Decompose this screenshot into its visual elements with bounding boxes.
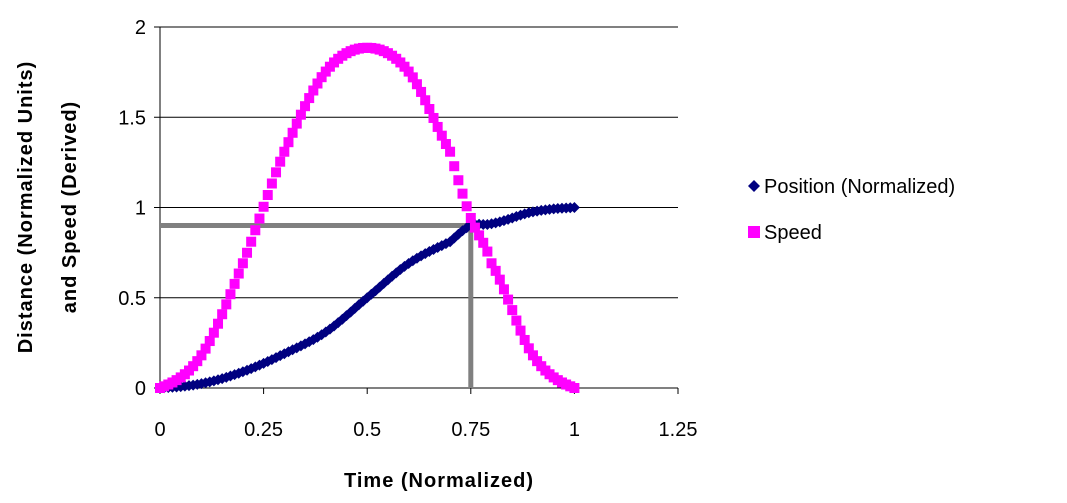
speed-marker: [200, 343, 211, 354]
speed-marker: [420, 95, 431, 106]
speed-marker: [208, 327, 219, 338]
speed-marker: [229, 278, 240, 289]
speed-marker: [490, 265, 501, 276]
speed-marker: [213, 318, 224, 329]
speed-marker: [196, 350, 207, 361]
speed-marker: [295, 109, 306, 120]
series-speed: [155, 42, 580, 393]
speed-marker: [291, 118, 302, 129]
x-tick-label-2: 0.5: [353, 419, 381, 441]
y-tick-label-1: 0.5: [118, 288, 146, 310]
legend-marker-speed: [748, 226, 760, 238]
speed-marker: [204, 336, 215, 347]
speed-marker: [469, 222, 480, 233]
speed-marker: [312, 78, 323, 89]
speed-marker: [217, 309, 228, 320]
speed-marker: [436, 130, 447, 141]
tick-labels: 0 0.5 1 1.5 2 0 0.25 0.5 0.75 1 1.25: [118, 17, 697, 441]
speed-marker: [527, 350, 538, 361]
speed-marker: [250, 225, 261, 236]
speed-marker: [424, 104, 435, 115]
x-tick-label-0: 0: [154, 419, 165, 441]
speed-marker: [246, 236, 257, 247]
position-marker: [568, 202, 580, 213]
x-tick-label-4: 1: [569, 419, 580, 441]
speed-marker: [258, 201, 269, 212]
y-axis-title-line-1: Distance (Normalized Units): [15, 61, 37, 354]
speed-marker: [254, 213, 265, 224]
speed-marker: [233, 268, 244, 279]
speed-marker: [569, 383, 580, 393]
legend-item-position: Position (Normalized): [748, 176, 955, 198]
x-axis-title: Time (Normalized): [344, 470, 534, 492]
speed-marker: [519, 334, 530, 345]
speed-marker: [461, 201, 472, 212]
reference-lines: [160, 223, 474, 388]
y-tick-label-4: 2: [135, 17, 146, 39]
speed-marker: [225, 289, 236, 300]
speed-marker: [411, 79, 422, 90]
speed-marker: [515, 325, 526, 336]
speed-marker: [465, 212, 476, 223]
speed-marker: [494, 274, 505, 285]
x-tick-label-5: 1.25: [659, 419, 698, 441]
speed-marker: [498, 284, 509, 295]
speed-marker: [428, 112, 439, 123]
x-tick-label-3: 0.75: [451, 419, 490, 441]
speed-marker: [271, 167, 282, 178]
speed-marker: [192, 356, 203, 367]
speed-marker: [403, 66, 414, 77]
speed-marker: [262, 190, 273, 201]
legend-marker-position: [748, 180, 760, 192]
speed-marker: [507, 305, 518, 316]
speed-marker: [449, 161, 460, 172]
speed-marker: [287, 127, 298, 138]
speed-marker: [407, 72, 418, 83]
speed-marker: [316, 72, 327, 83]
speed-marker: [308, 85, 319, 96]
legend-label-speed: Speed: [764, 222, 822, 244]
legend-item-speed: Speed: [748, 222, 822, 244]
speed-marker: [304, 93, 315, 104]
speed-marker: [221, 299, 232, 310]
series-markers: [154, 42, 580, 394]
speed-marker: [416, 86, 427, 97]
position-marker: [249, 361, 261, 373]
y-tick-label-2: 1: [135, 198, 146, 220]
speed-marker: [445, 146, 456, 157]
y-tick-label-3: 1.5: [118, 107, 146, 129]
speed-marker: [242, 247, 253, 258]
legend: Position (Normalized) Speed: [748, 176, 955, 244]
speed-marker: [482, 246, 493, 257]
speed-marker: [440, 139, 451, 150]
speed-marker: [511, 315, 522, 326]
speed-marker: [503, 294, 514, 305]
y-tick-label-0: 0: [135, 378, 146, 400]
speed-marker: [523, 343, 534, 354]
grid-lines: [160, 26, 678, 389]
speed-marker: [474, 230, 485, 241]
speed-marker: [275, 156, 286, 167]
speed-marker: [266, 178, 277, 189]
y-axis-title-line-2: and Speed (Derived): [59, 101, 81, 313]
speed-marker: [283, 137, 294, 148]
speed-marker: [432, 121, 443, 132]
x-tick-label-1: 0.25: [244, 419, 283, 441]
speed-marker: [486, 258, 497, 269]
speed-marker: [453, 175, 464, 186]
speed-marker: [478, 237, 489, 248]
speed-marker: [188, 361, 199, 372]
legend-label-position: Position (Normalized): [764, 176, 955, 198]
speed-marker: [237, 258, 248, 269]
speed-marker: [279, 146, 290, 157]
speed-marker: [457, 188, 468, 199]
speed-marker: [532, 356, 543, 367]
speed-marker: [300, 101, 311, 112]
